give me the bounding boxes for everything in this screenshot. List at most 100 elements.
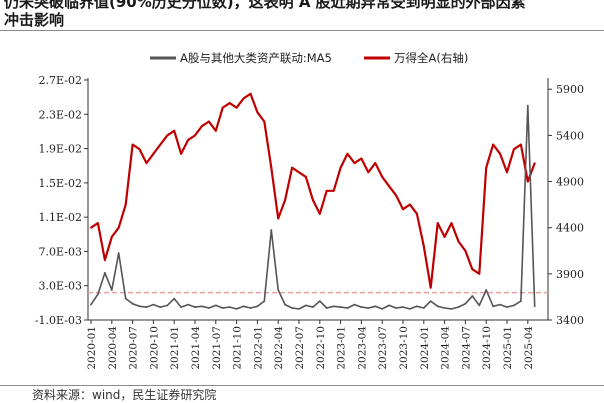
data-point [249,92,252,95]
data-point [443,236,446,238]
data-point [381,308,384,310]
x-axis-tick-label: 2025-01 [502,326,514,370]
data-point [152,303,155,306]
data-point [339,166,342,169]
data-point [464,249,467,252]
right-axis-tick-label: 4400 [556,222,584,235]
data-point [242,305,245,308]
data-point [166,304,169,307]
data-point [526,104,529,107]
x-axis-tick-label: 2021-01 [169,326,181,370]
data-point [159,306,162,308]
data-point [256,305,259,308]
left-axis-tick-label: 2.7E-02 [39,74,82,87]
data-point [346,307,349,309]
data-point [457,306,460,308]
data-point [353,303,356,306]
data-point [131,302,134,305]
data-point [506,171,508,174]
data-point [166,134,169,137]
data-point [214,129,217,132]
left-axis-tick-label: 7.0E-03 [39,245,82,258]
data-point [97,222,99,225]
data-point [374,162,377,165]
chart-title-line-2: 冲击影响 [4,11,65,29]
data-point [422,307,425,309]
data-point [429,286,432,289]
data-point [159,143,162,146]
data-point [409,203,411,206]
data-point [221,307,224,309]
data-point [402,306,404,308]
data-point [471,295,474,297]
data-point [513,148,515,151]
legend-label-series-2: 万得全A(右轴) [394,51,468,65]
data-point [263,120,266,123]
data-point [201,305,203,308]
data-point [429,300,432,302]
left-axis-tick-label: -1.0E-03 [35,314,82,327]
x-axis-tick-labels: 2020-01 2020-04 2020-07 2020-10 2021-01 2021-… [86,320,535,370]
data-point [110,289,113,291]
data-point [270,166,273,169]
data-point [214,304,217,307]
data-point [346,152,349,155]
x-axis-tick-label: 2022-04 [273,326,285,370]
data-point [312,306,314,308]
x-axis-tick-label: 2024-07 [460,326,472,370]
data-point [409,308,411,310]
data-point [520,143,522,146]
data-point [499,152,501,155]
data-point [325,307,328,309]
x-axis-tick-label: 2022-10 [315,326,327,370]
right-axis-tick-label: 5400 [556,129,584,142]
x-axis-tick-label: 2021-07 [211,326,223,370]
data-point [173,129,176,132]
x-axis-tick-label: 2023-10 [398,326,410,370]
data-point [221,106,224,109]
data-point [145,306,148,308]
data-point [457,240,460,243]
right-axis-tick-label: 4900 [556,176,584,189]
data-point [450,308,453,310]
data-point [360,157,363,160]
x-axis-tick-label: 2021-10 [232,326,244,370]
data-point [187,303,190,306]
data-point [533,305,536,308]
data-point [90,226,92,229]
data-point [277,217,280,220]
data-point [291,307,293,309]
data-point [291,166,293,169]
data-point [492,143,494,146]
data-point [492,305,494,308]
data-point [235,106,238,109]
data-point [104,272,106,274]
data-point [464,302,467,305]
data-point [443,307,446,309]
data-point [416,212,418,215]
data-point [325,189,328,192]
data-point [208,307,210,309]
x-axis-tick-label: 2023-04 [356,326,368,370]
data-point [339,306,342,308]
x-axis-tick-label: 2020-07 [128,326,140,370]
data-point [520,300,522,302]
data-point [374,305,377,308]
data-point [284,303,286,306]
x-axis-tick-label: 2023-07 [377,326,389,370]
data-point [242,97,245,100]
data-point [256,111,259,114]
data-point [194,134,196,137]
data-point [208,120,210,123]
x-axis-tick-label: 2021-04 [190,326,202,370]
x-axis-tick-label: 2024-01 [419,326,431,370]
x-axis-tick-label: 2020-10 [148,326,160,370]
data-point [104,259,106,261]
x-axis-tick-label: 2023-01 [336,326,348,370]
data-point [194,306,196,308]
chart-axes [87,78,549,321]
data-point [145,162,148,165]
x-axis-tick-label: 2022-07 [294,326,306,370]
data-point [318,300,321,302]
data-point [450,222,453,225]
